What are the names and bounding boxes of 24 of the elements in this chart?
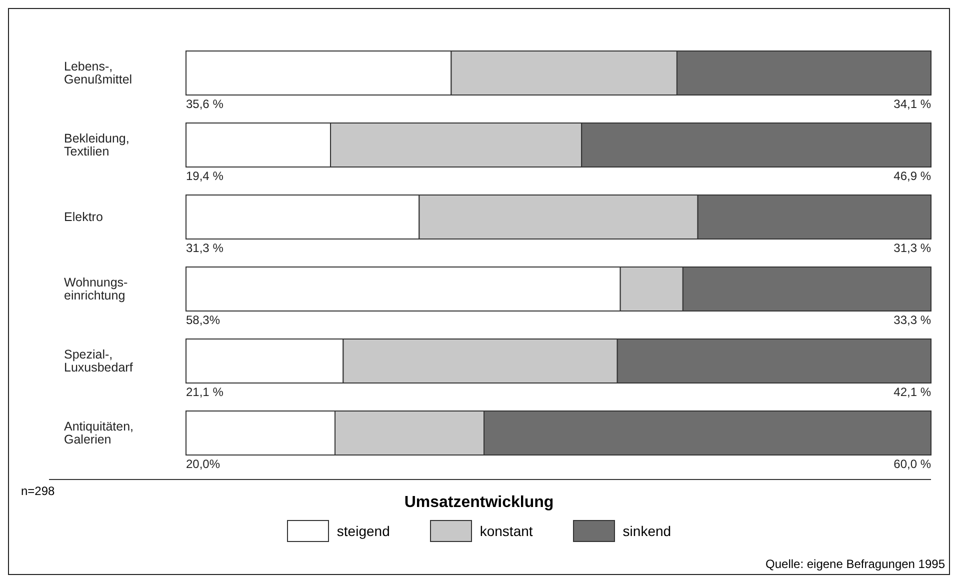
y-tick-label: Wohnungs- einrichtung [64,276,128,302]
y-tick-label: Antiquitäten, Galerien [64,420,134,446]
y-tick-label: Elektro [64,210,103,224]
legend-label: steigend [336,522,390,541]
data-label: 46,9 % [894,169,932,183]
data-label: 31,3 % [186,241,224,255]
source-note: Quelle: eigene Befragungen 1995 [766,557,945,571]
y-tick-label: Bekleidung, Textilien [64,132,130,158]
data-label: 60,0 % [894,457,932,471]
legend-title: Umsatzentwicklung [404,494,554,511]
data-label: 35,6 % [186,97,224,111]
data-label: 42,1 % [894,385,932,399]
data-label: 19,4 % [186,169,224,183]
text: n=298 [21,484,55,498]
y-tick-label: Spezial-, Luxusbedarf [64,348,134,374]
y-tick-label: Lebens-, Genußmittel [64,60,132,86]
data-label: 33,3 % [894,313,932,327]
data-label: 31,3 % [894,241,932,255]
data-label: 20,0% [186,457,220,471]
data-label: 34,1 % [894,97,932,111]
legend-label: sinkend [622,522,672,541]
data-label: 21,1 % [186,385,224,399]
legend-label: konstant [478,522,533,541]
data-label: 58,3% [186,313,220,327]
